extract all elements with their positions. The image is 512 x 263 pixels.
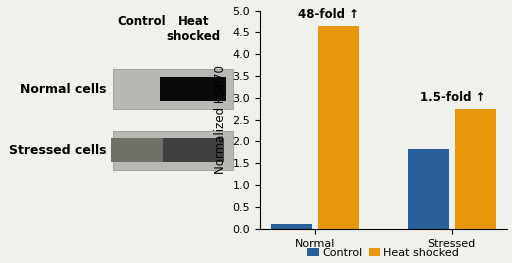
Text: 48-fold ↑: 48-fold ↑ xyxy=(298,8,359,21)
Text: Heat
shocked: Heat shocked xyxy=(166,15,221,43)
Y-axis label: Normalized HSP70: Normalized HSP70 xyxy=(214,65,227,174)
Text: 1.5-fold ↑: 1.5-fold ↑ xyxy=(420,91,485,104)
Bar xyxy=(163,138,224,162)
Legend: Control, Heat shocked: Control, Heat shocked xyxy=(303,244,463,262)
Bar xyxy=(111,138,172,162)
Text: Control: Control xyxy=(117,15,166,28)
Text: Normal cells: Normal cells xyxy=(20,83,106,96)
Text: Stressed cells: Stressed cells xyxy=(9,144,106,157)
Bar xyxy=(317,26,359,229)
Bar xyxy=(271,224,312,229)
Bar xyxy=(113,69,233,109)
Bar xyxy=(113,130,233,170)
Bar xyxy=(455,109,496,229)
Bar xyxy=(160,77,226,101)
Bar xyxy=(408,149,449,229)
